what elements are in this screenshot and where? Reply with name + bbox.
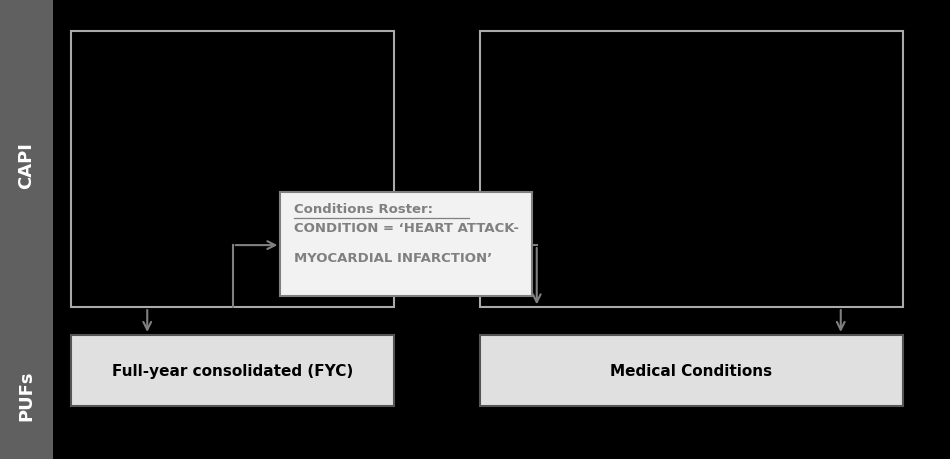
Bar bbox=[0, 0, 53, 330]
Text: PUFs: PUFs bbox=[18, 369, 35, 420]
Text: Full-year consolidated (FYC): Full-year consolidated (FYC) bbox=[112, 363, 353, 378]
Text: Medical Conditions: Medical Conditions bbox=[610, 363, 772, 378]
Bar bbox=[71, 32, 394, 308]
Text: CONDITION = ‘HEART ATTACK-: CONDITION = ‘HEART ATTACK- bbox=[294, 222, 519, 235]
Text: CAPI: CAPI bbox=[18, 142, 35, 189]
Text: Conditions Roster:: Conditions Roster: bbox=[294, 203, 432, 216]
Bar bbox=[480, 32, 902, 308]
Bar bbox=[480, 335, 902, 406]
Bar bbox=[71, 335, 394, 406]
Bar bbox=[0, 330, 53, 459]
Bar bbox=[280, 193, 532, 296]
Text: MYOCARDIAL INFARCTION’: MYOCARDIAL INFARCTION’ bbox=[294, 252, 492, 264]
